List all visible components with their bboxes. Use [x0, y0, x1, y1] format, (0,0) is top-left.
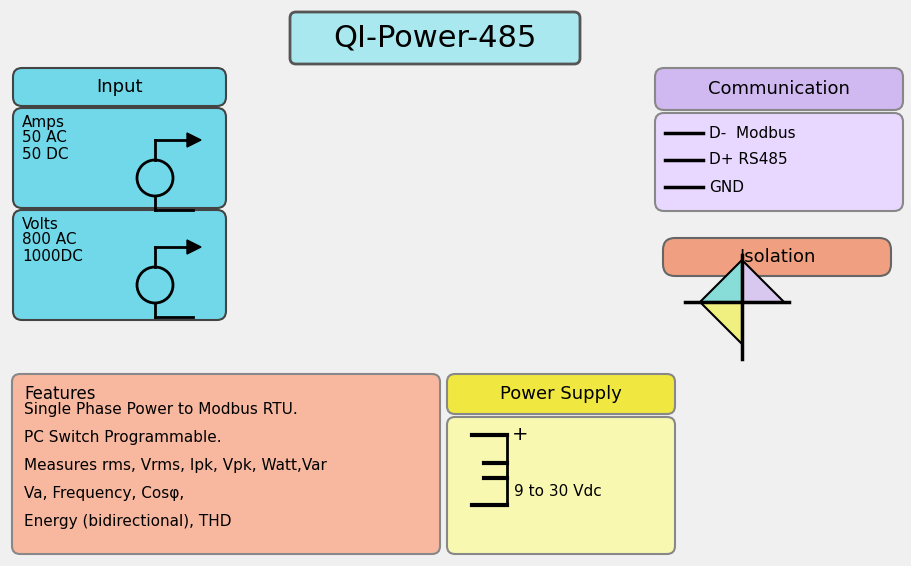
- Text: QI-Power-485: QI-Power-485: [333, 24, 537, 53]
- Polygon shape: [187, 133, 201, 147]
- Polygon shape: [187, 240, 201, 254]
- Polygon shape: [742, 260, 784, 302]
- Text: Volts: Volts: [22, 217, 59, 232]
- Text: Isolation: Isolation: [739, 248, 815, 266]
- FancyBboxPatch shape: [655, 68, 903, 110]
- Polygon shape: [700, 260, 742, 302]
- Polygon shape: [700, 302, 742, 344]
- Text: Energy (bidirectional), THD: Energy (bidirectional), THD: [24, 514, 231, 529]
- Text: Amps: Amps: [22, 115, 65, 130]
- FancyBboxPatch shape: [13, 68, 226, 106]
- Text: D+ RS485: D+ RS485: [709, 152, 788, 168]
- FancyBboxPatch shape: [655, 113, 903, 211]
- Text: D-  Modbus: D- Modbus: [709, 126, 795, 140]
- Text: Input: Input: [97, 78, 143, 96]
- Text: Features: Features: [24, 385, 96, 403]
- Text: 9 to 30 Vdc: 9 to 30 Vdc: [514, 484, 602, 500]
- Text: 1000DC: 1000DC: [22, 249, 83, 264]
- Text: 50 AC: 50 AC: [22, 130, 67, 145]
- Text: Single Phase Power to Modbus RTU.: Single Phase Power to Modbus RTU.: [24, 402, 298, 417]
- Text: Measures rms, Vrms, Ipk, Vpk, Watt,Var: Measures rms, Vrms, Ipk, Vpk, Watt,Var: [24, 458, 327, 473]
- Text: GND: GND: [709, 179, 744, 195]
- Text: 800 AC: 800 AC: [22, 232, 77, 247]
- FancyBboxPatch shape: [290, 12, 580, 64]
- FancyBboxPatch shape: [13, 108, 226, 208]
- Text: +: +: [512, 426, 528, 444]
- Text: Communication: Communication: [708, 80, 850, 98]
- FancyBboxPatch shape: [12, 374, 440, 554]
- Text: 50 DC: 50 DC: [22, 147, 68, 162]
- FancyBboxPatch shape: [13, 210, 226, 320]
- FancyBboxPatch shape: [663, 238, 891, 276]
- Text: PC Switch Programmable.: PC Switch Programmable.: [24, 430, 221, 445]
- FancyBboxPatch shape: [447, 417, 675, 554]
- Text: Power Supply: Power Supply: [500, 385, 622, 403]
- FancyBboxPatch shape: [447, 374, 675, 414]
- Text: Va, Frequency, Cosφ,: Va, Frequency, Cosφ,: [24, 486, 184, 501]
